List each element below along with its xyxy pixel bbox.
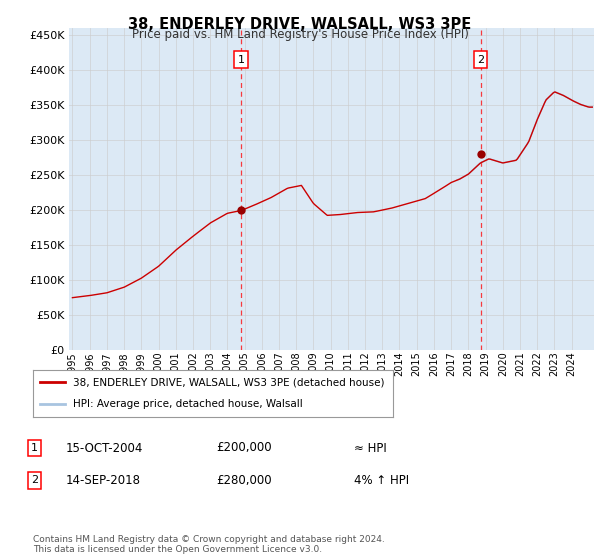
- Text: 14-SEP-2018: 14-SEP-2018: [66, 474, 141, 487]
- Text: HPI: Average price, detached house, Walsall: HPI: Average price, detached house, Wals…: [73, 399, 302, 409]
- Text: 1: 1: [238, 54, 244, 64]
- Text: ≈ HPI: ≈ HPI: [354, 441, 387, 455]
- Text: 1: 1: [31, 443, 38, 453]
- Text: 15-OCT-2004: 15-OCT-2004: [66, 441, 143, 455]
- Text: Price paid vs. HM Land Registry's House Price Index (HPI): Price paid vs. HM Land Registry's House …: [131, 28, 469, 41]
- Text: £200,000: £200,000: [216, 441, 272, 455]
- Text: 2: 2: [31, 475, 38, 486]
- Text: £280,000: £280,000: [216, 474, 272, 487]
- Text: 4% ↑ HPI: 4% ↑ HPI: [354, 474, 409, 487]
- Text: 38, ENDERLEY DRIVE, WALSALL, WS3 3PE (detached house): 38, ENDERLEY DRIVE, WALSALL, WS3 3PE (de…: [73, 377, 384, 388]
- Text: 38, ENDERLEY DRIVE, WALSALL, WS3 3PE: 38, ENDERLEY DRIVE, WALSALL, WS3 3PE: [128, 17, 472, 32]
- Text: Contains HM Land Registry data © Crown copyright and database right 2024.
This d: Contains HM Land Registry data © Crown c…: [33, 535, 385, 554]
- Text: 2: 2: [477, 54, 484, 64]
